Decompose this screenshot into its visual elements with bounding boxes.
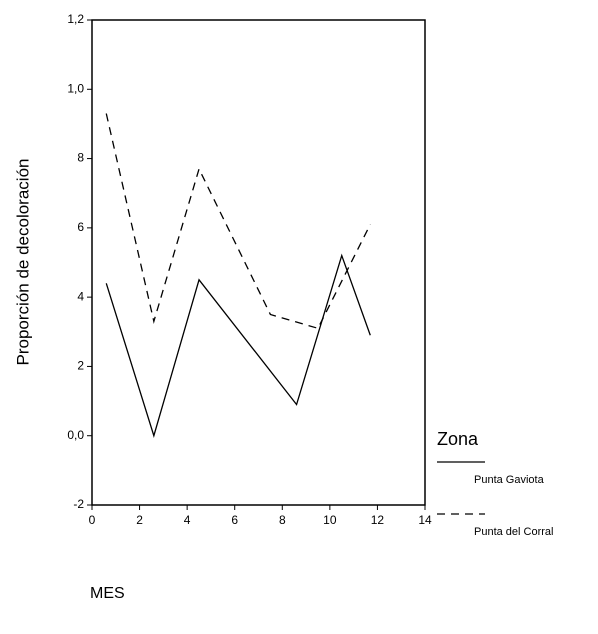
y-tick-label: 1,2 bbox=[67, 12, 84, 26]
x-tick-label: 0 bbox=[89, 513, 96, 527]
y-axis-label: Proporción de decoloración bbox=[13, 159, 32, 366]
y-tick-label: 2 bbox=[77, 359, 84, 373]
x-tick-label: 4 bbox=[184, 513, 191, 527]
plot-frame bbox=[91, 19, 426, 506]
x-tick-label: 6 bbox=[231, 513, 238, 527]
x-tick-label: 2 bbox=[136, 513, 143, 527]
x-tick-label: 14 bbox=[418, 513, 432, 527]
legend-label: Punta Gaviota bbox=[474, 474, 545, 486]
series-line bbox=[105, 113, 371, 330]
y-tick-label: 1,0 bbox=[67, 81, 84, 95]
legend-title: Zona bbox=[437, 429, 479, 449]
y-tick-label: 8 bbox=[77, 151, 84, 165]
x-axis-label: MES bbox=[90, 585, 125, 602]
x-tick-label: 8 bbox=[279, 513, 286, 527]
legend-label: Punta del Corral bbox=[474, 526, 554, 538]
series-line bbox=[105, 253, 371, 438]
y-tick-label: 4 bbox=[77, 289, 84, 303]
x-tick-label: 12 bbox=[371, 513, 385, 527]
y-tick-label: -2 bbox=[73, 497, 84, 511]
y-tick-label: 6 bbox=[77, 220, 84, 234]
y-tick-label: 0,0 bbox=[67, 428, 84, 442]
x-tick-label: 10 bbox=[323, 513, 337, 527]
